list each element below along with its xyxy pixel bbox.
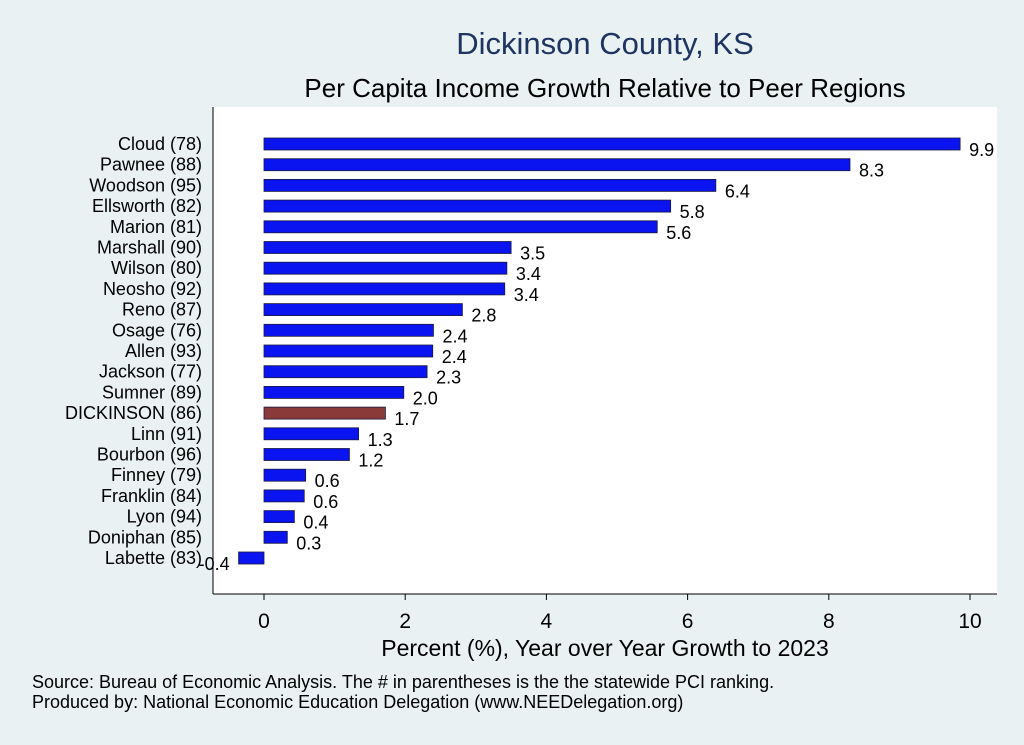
category-label: Doniphan (85): [88, 527, 202, 547]
category-label: Franklin (84): [101, 486, 202, 506]
bar: [263, 468, 307, 482]
chart-title: Dickinson County, KS: [456, 26, 754, 61]
bar: [263, 241, 512, 254]
x-tick-label: 2: [399, 610, 411, 633]
category-label: Bourbon (96): [97, 445, 202, 465]
value-label: 2.0: [413, 388, 438, 408]
bar: [263, 427, 360, 441]
x-axis-title: Percent (%), Year over Year Growth to 20…: [381, 635, 829, 661]
x-tick-label: 10: [958, 610, 981, 633]
value-label: 2.4: [442, 326, 467, 346]
bar: [263, 323, 434, 337]
value-label: 0.6: [315, 471, 340, 491]
category-label: Marion (81): [110, 217, 202, 237]
category-label: Ellsworth (82): [92, 196, 202, 216]
category-label: Sumner (89): [102, 382, 202, 402]
x-tick-label: 4: [541, 610, 553, 633]
category-label: Lyon (94): [127, 507, 202, 527]
bar: [263, 489, 305, 503]
bar: [263, 199, 672, 213]
category-label: Pawnee (88): [100, 155, 202, 175]
value-label: 1.2: [358, 451, 383, 471]
value-label: 3.4: [514, 285, 539, 305]
category-label: Finney (79): [111, 465, 202, 485]
chart-subtitle: Per Capita Income Growth Relative to Pee…: [304, 73, 906, 103]
bar: [263, 303, 463, 317]
x-tick-label: 8: [823, 610, 835, 633]
bar: [263, 158, 851, 172]
value-label: 2.8: [471, 306, 496, 326]
bar: [263, 365, 428, 379]
x-tick-label: 0: [258, 610, 270, 633]
category-label: Jackson (77): [99, 362, 202, 382]
bar: [263, 344, 434, 358]
category-label: Woodson (95): [89, 175, 202, 195]
bar: [263, 220, 658, 234]
value-label: 5.6: [666, 223, 691, 243]
bar: [263, 385, 405, 399]
source-note: Source: Bureau of Economic Analysis. The…: [32, 672, 775, 692]
bar: [263, 178, 717, 192]
category-label: Neosho (92): [103, 279, 202, 299]
bar: [263, 448, 350, 461]
bar: [263, 530, 288, 544]
category-label: Cloud (78): [118, 134, 202, 154]
value-label: 2.3: [436, 368, 461, 388]
value-label: 6.4: [725, 181, 750, 201]
bar: [263, 510, 295, 524]
category-label: Osage (76): [112, 320, 202, 340]
value-label: 2.4: [442, 347, 467, 367]
bar: [263, 282, 506, 296]
value-label: 1.7: [394, 409, 419, 429]
value-label: 3.4: [516, 264, 541, 284]
category-label: Marshall (90): [97, 238, 202, 258]
value-label: -0.4: [199, 554, 230, 574]
bar: [263, 261, 508, 275]
category-label: Reno (87): [122, 300, 202, 320]
value-label: 0.3: [296, 533, 321, 553]
value-label: 3.5: [520, 244, 545, 264]
x-tick-label: 6: [682, 610, 694, 633]
producer-note: Produced by: National Economic Education…: [32, 692, 684, 712]
category-label: Linn (91): [131, 424, 202, 444]
value-label: 9.9: [969, 140, 994, 160]
bar: [238, 551, 265, 565]
bar: [263, 137, 961, 151]
value-label: 0.6: [313, 492, 338, 512]
value-label: 0.4: [303, 513, 328, 533]
category-label: Labette (83): [105, 548, 202, 568]
value-label: 5.8: [680, 202, 705, 222]
category-label: Allen (93): [125, 341, 202, 361]
category-label: DICKINSON (86): [65, 403, 202, 423]
value-label: 8.3: [859, 161, 884, 181]
value-label: 1.3: [368, 430, 393, 450]
category-label: Wilson (80): [111, 258, 202, 278]
bar-highlight: [263, 406, 386, 420]
